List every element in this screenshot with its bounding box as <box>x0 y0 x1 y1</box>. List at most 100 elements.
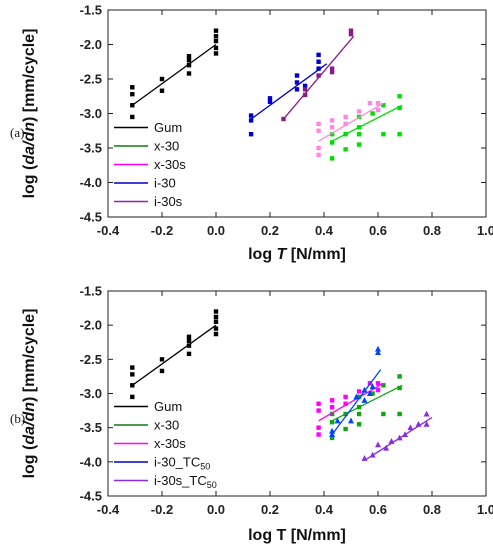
data-point <box>316 59 321 64</box>
x-axis-label: log T [N/mm] <box>248 246 346 263</box>
data-point <box>329 140 335 145</box>
data-point <box>343 132 348 137</box>
data-point <box>316 66 321 71</box>
data-point <box>329 66 335 71</box>
data-point <box>159 88 165 93</box>
x-tick-label: 0.4 <box>315 223 334 238</box>
data-point <box>294 87 300 92</box>
data-point <box>302 83 308 89</box>
data-point <box>213 34 219 39</box>
y-tick-label: -4.0 <box>80 454 102 469</box>
data-point <box>329 435 335 441</box>
data-point <box>334 417 341 424</box>
y-tick-label: -3.5 <box>80 420 102 435</box>
y-tick-label: -2.0 <box>80 318 102 333</box>
data-point <box>348 31 354 37</box>
data-point <box>130 365 135 370</box>
data-point <box>159 357 165 362</box>
x-tick-label: 0.8 <box>423 223 441 238</box>
data-point <box>248 118 254 123</box>
data-point <box>381 411 386 417</box>
data-point <box>329 156 335 161</box>
data-point <box>375 381 381 386</box>
x-tick-label: 0.2 <box>261 502 279 517</box>
data-point <box>329 427 336 434</box>
data-point <box>343 114 348 120</box>
legend-label: x-30s <box>154 436 186 451</box>
data-point <box>294 73 300 78</box>
panel-label: (b) <box>10 411 25 426</box>
data-point <box>130 372 135 377</box>
legend-label-part: i-30_TC <box>154 455 200 470</box>
data-point <box>186 343 192 348</box>
data-point <box>348 28 354 33</box>
data-point <box>213 326 219 331</box>
data-point <box>383 444 390 451</box>
data-point <box>329 118 335 123</box>
data-point <box>329 404 335 410</box>
fit-line <box>131 324 217 386</box>
data-point <box>329 411 335 417</box>
series-2 <box>316 100 384 158</box>
data-point <box>381 132 386 137</box>
data-point <box>130 383 135 388</box>
data-point <box>213 38 219 44</box>
x-axis-label-part: log T [N/mm] <box>248 527 346 544</box>
series-4 <box>281 28 355 122</box>
series-2 <box>316 381 384 437</box>
data-point <box>329 420 335 425</box>
data-point <box>130 103 135 108</box>
y-tick-label: -4.0 <box>80 175 102 190</box>
data-point <box>367 100 373 106</box>
legend-label: Gum <box>154 399 182 414</box>
x-axis-label-part: T <box>277 246 288 263</box>
data-point <box>375 441 381 448</box>
x-tick-label: 1.0 <box>477 502 493 517</box>
series-4 <box>361 410 433 462</box>
data-point <box>343 121 348 127</box>
data-point <box>186 63 192 68</box>
x-tick-label: 0.0 <box>207 223 225 238</box>
data-point <box>366 390 373 396</box>
data-point <box>415 420 422 427</box>
x-axis-label-part: log <box>248 246 276 263</box>
data-point <box>361 397 368 403</box>
fit-line <box>318 382 384 422</box>
y-tick-label: -4.5 <box>80 210 102 225</box>
y-tick-label: -3.5 <box>80 141 102 156</box>
data-point <box>397 411 402 417</box>
data-point <box>397 94 402 99</box>
data-point <box>316 121 321 127</box>
data-point <box>356 125 362 130</box>
data-point <box>316 145 321 151</box>
legend-label: i-30s <box>154 194 183 209</box>
data-point <box>423 410 430 417</box>
data-point <box>369 383 376 390</box>
data-point <box>402 431 408 437</box>
panel-a: (a) -0.4 -0.2 0.0 0.2 0.4 0.6 0.8 1.0 -1.5 -2.0 -2.… <box>10 3 493 264</box>
x-tick-label: 0.0 <box>207 502 225 517</box>
data-point <box>343 411 348 417</box>
data-point <box>356 411 362 417</box>
data-point <box>213 28 219 33</box>
panel-b: (b) -0.4 -0.2 0.0 0.2 0.4 0.6 0.8 1.0 -1.5 -2.0 -2.… <box>10 284 493 545</box>
data-point <box>329 132 335 137</box>
data-point <box>375 349 381 355</box>
x-tick-label: -0.2 <box>151 223 173 238</box>
x-tick-label: 0.2 <box>261 223 279 238</box>
data-point <box>130 114 135 120</box>
x-tick-label: -0.2 <box>151 502 173 517</box>
data-point <box>397 374 402 379</box>
legend-label-part: 50 <box>207 480 217 490</box>
y-axis-label-part: da/dn <box>21 122 38 165</box>
data-point <box>302 92 308 98</box>
x-tick-label: 0.8 <box>423 502 441 517</box>
data-point <box>407 424 414 431</box>
data-point <box>316 408 321 413</box>
x-tick-label: 0.6 <box>369 502 387 517</box>
x-tick-label: -0.4 <box>97 223 120 238</box>
data-point <box>348 417 354 424</box>
data-point <box>343 394 348 400</box>
data-point <box>267 99 273 104</box>
series-1 <box>329 374 403 441</box>
